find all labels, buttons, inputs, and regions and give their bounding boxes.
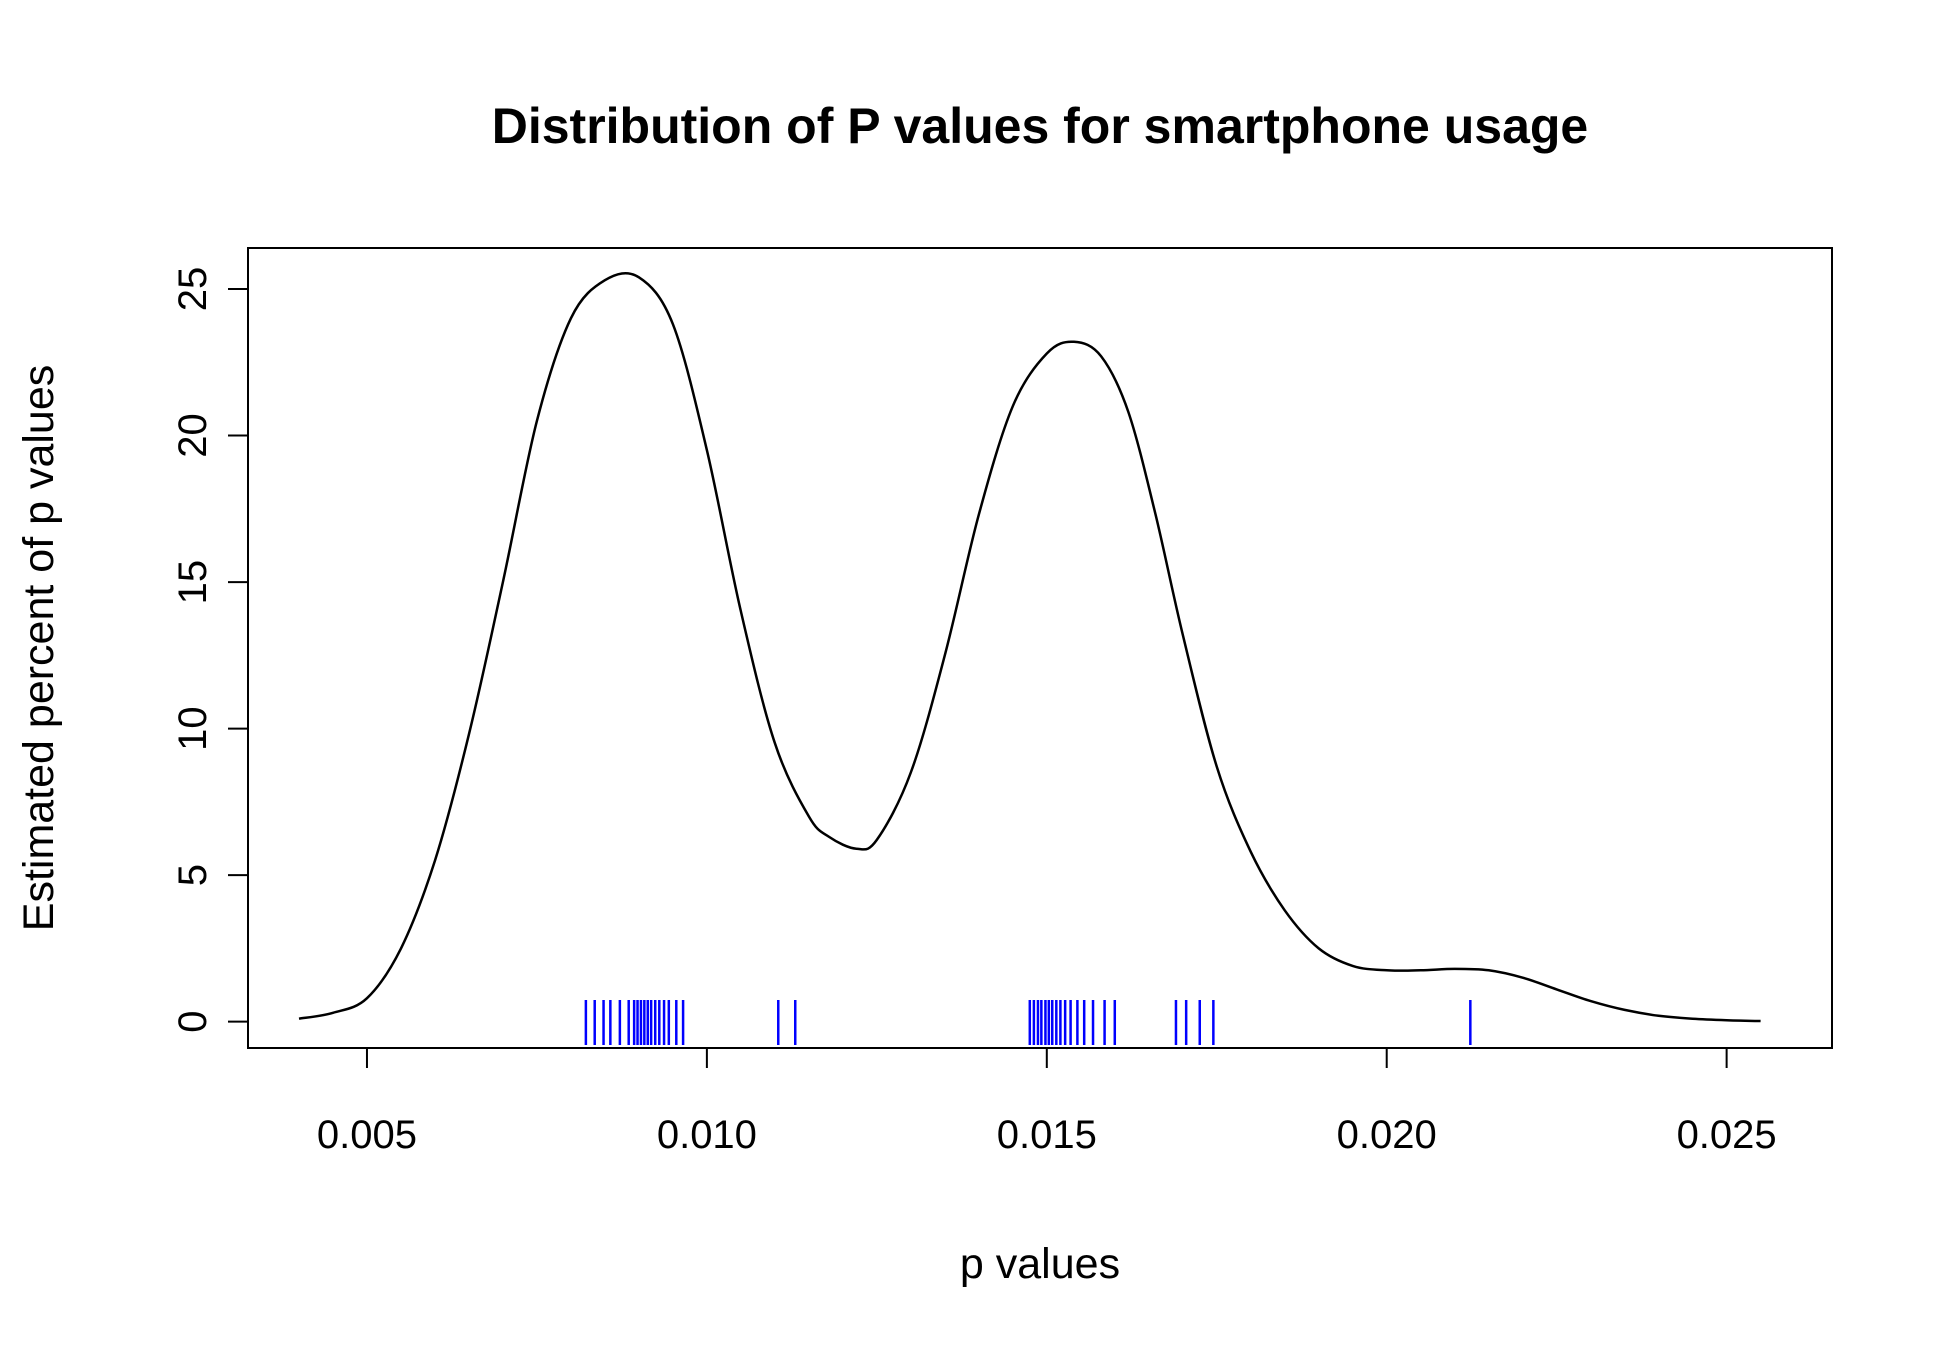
y-tick-label: 25 — [171, 267, 215, 312]
y-tick-label: 10 — [171, 706, 215, 751]
x-axis: 0.005 0.010 0.015 0.020 0.025 — [317, 1047, 1777, 1157]
y-tick-label: 0 — [171, 1011, 215, 1033]
density-curve — [298, 271, 1761, 1023]
x-axis-label: p values — [960, 1240, 1120, 1288]
chart-title: Distribution of P values for smartphone … — [492, 98, 1588, 154]
y-axis: 0 5 10 15 20 25 — [171, 267, 249, 1033]
y-tick-label: 5 — [171, 864, 215, 886]
y-axis-label: Estimated percent of p values — [15, 365, 63, 931]
y-tick-label: 20 — [171, 413, 215, 458]
rug-marks — [584, 1000, 1472, 1045]
x-tick-label: 0.025 — [1677, 1113, 1777, 1157]
x-tick-label: 0.020 — [1337, 1113, 1437, 1157]
x-tick-label: 0.015 — [997, 1113, 1097, 1157]
plot-frame — [247, 247, 1833, 1049]
x-tick-label: 0.005 — [317, 1113, 417, 1157]
y-tick-label: 15 — [171, 560, 215, 605]
x-tick-label: 0.010 — [657, 1113, 757, 1157]
